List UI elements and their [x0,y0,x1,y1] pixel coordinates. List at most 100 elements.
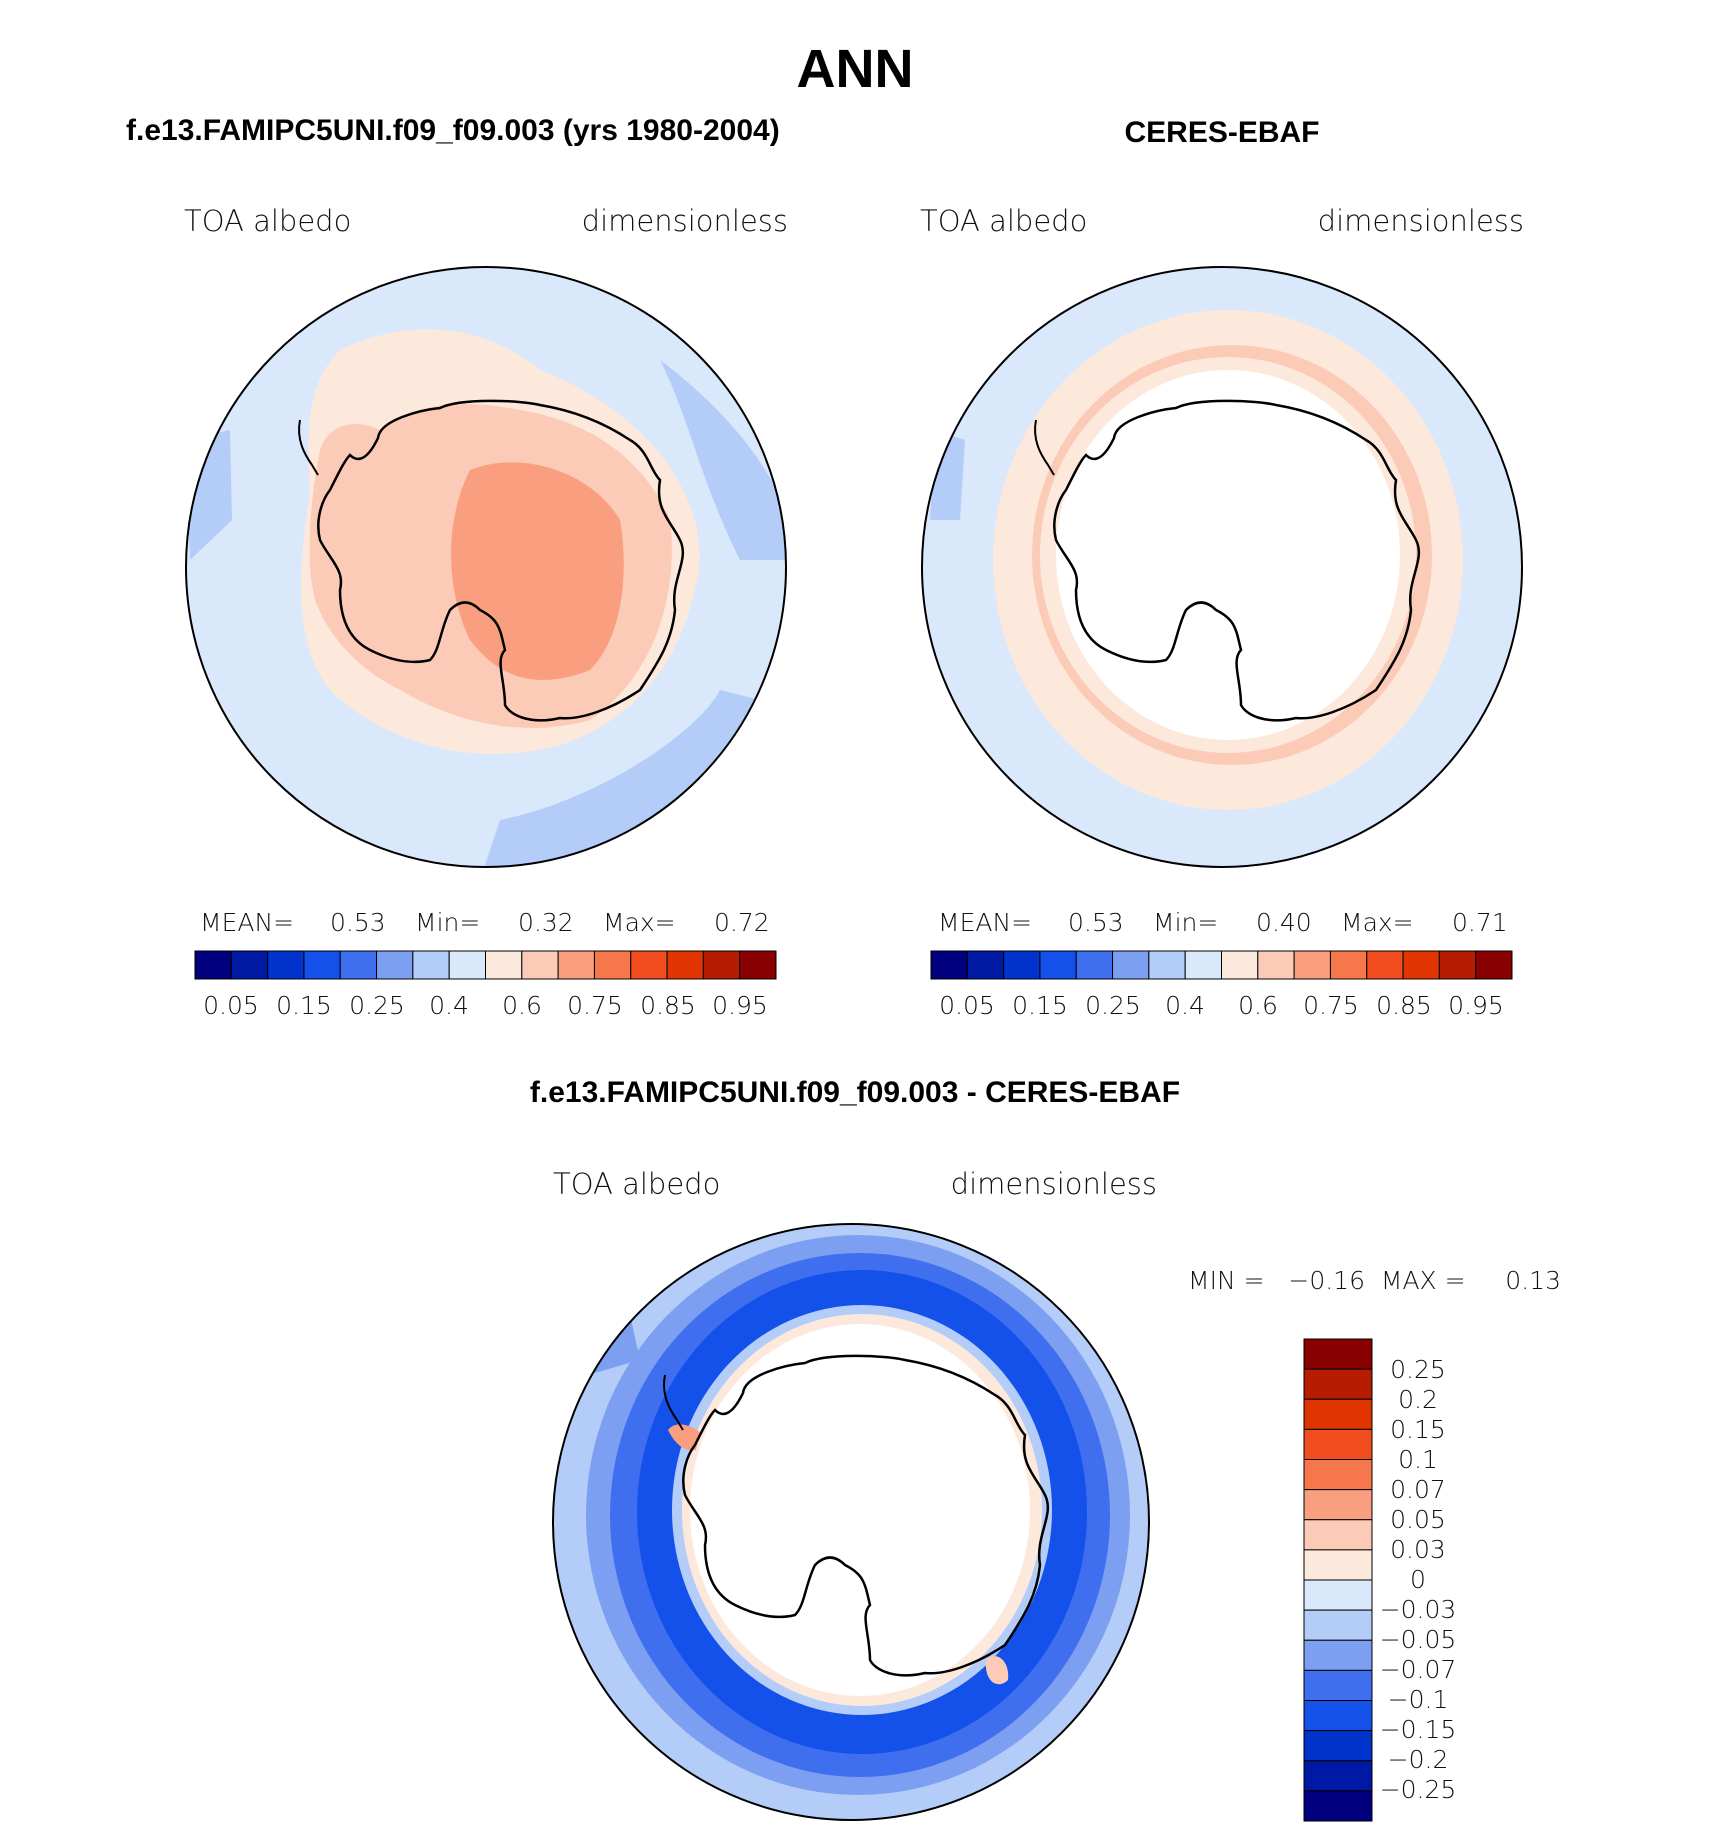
obs-colorbar-tick: 0.05 [939,991,995,1020]
diff-colorbar-swatch [1303,1338,1373,1370]
model-stats: MEAN= 0.53 Min= 0.32 Max= 0.72 [200,908,770,937]
diff-colorbar-swatch [1303,1700,1373,1732]
diff-colorbar-tick: 0.15 [1390,1415,1446,1444]
obs-colorbar-swatch [1112,950,1150,980]
model-colorbar-swatch [194,950,232,980]
svg-text:MEAN=: MEAN= [200,908,294,937]
obs-colorbar-swatch [1402,950,1440,980]
diff-colorbar-swatch [1303,1760,1373,1792]
diff-colorbar-swatch [1303,1639,1373,1671]
model-colorbar [194,950,777,980]
model-colorbar-swatch [376,950,414,980]
obs-coastline [1053,399,1421,722]
diff-east-positive [985,1656,1009,1685]
obs-colorbar-swatch [1257,950,1295,980]
model-colorbar-swatch [702,950,741,980]
obs-colorbar-swatch [1221,950,1259,980]
svg-text:Max=: Max= [603,908,676,937]
obs-colorbar-tick: 0.4 [1165,991,1205,1020]
diff-variable-label: TOA albedo [553,1167,720,1201]
diff-colorbar-swatch [1303,1489,1373,1521]
obs-no-data-continent [1056,370,1400,740]
diff-colorbar-ticks: 0.25 0.2 0.15 0.1 0.07 0.05 0.03 0 −0.03… [1380,1355,1457,1804]
obs-colorbar-swatch [1475,950,1513,980]
obs-stats: MEAN= 0.53 Min= 0.40 Max= 0.71 [938,908,1508,937]
diff-colorbar-tick: 0.1 [1398,1445,1438,1474]
model-colorbar-tick: 0.05 [203,991,259,1020]
obs-colorbar-swatch [1148,950,1186,980]
model-colorbar-swatch [303,950,341,980]
svg-text:Min=: Min= [415,908,480,937]
diff-colorbar-tick: 0.03 [1390,1535,1446,1564]
model-colorbar-ticks: 0.05 0.15 0.25 0.4 0.6 0.75 0.85 0.95 [203,991,768,1020]
model-map [186,267,786,867]
model-low-albedo-east [660,360,786,560]
obs-colorbar-swatch [1075,950,1114,980]
svg-text:0.53: 0.53 [1068,908,1124,937]
diff-colorbar-tick: 0.2 [1398,1385,1438,1414]
model-panel-title: f.e13.FAMIPC5UNI.f09_f09.003 (yrs 1980-2… [126,114,780,147]
diff-colorbar-tick: −0.05 [1380,1625,1457,1654]
obs-colorbar-tick: 0.6 [1238,991,1278,1020]
obs-peninsula [1034,419,1055,476]
diff-colorbar-tick: −0.07 [1380,1655,1457,1684]
model-colorbar-swatch [557,950,595,980]
model-colorbar-tick: 0.75 [567,991,623,1020]
obs-colorbar-tick: 0.25 [1085,991,1141,1020]
diff-peninsula [663,1374,684,1431]
diff-colorbar-swatch [1303,1428,1373,1461]
diff-colorbar-tick: 0.07 [1390,1475,1446,1504]
obs-colorbar-swatch [1003,950,1041,980]
diff-colorbar-swatch [1303,1519,1373,1551]
model-colorbar-tick: 0.85 [640,991,696,1020]
model-map-border [185,266,787,868]
svg-text:Max=: Max= [1341,908,1414,937]
diff-panel-title: f.e13.FAMIPC5UNI.f09_f09.003 - CERES-EBA… [530,1076,1180,1109]
obs-colorbar-tick: 0.75 [1303,991,1359,1020]
obs-colorbar-swatch [1184,950,1222,980]
diff-colorbar-tick: −0.15 [1380,1715,1457,1744]
diff-units-label: dimensionless [951,1167,1157,1201]
model-colorbar-swatch [739,950,777,980]
obs-colorbar-ticks: 0.05 0.15 0.25 0.4 0.6 0.75 0.85 0.95 [939,991,1504,1020]
model-colorbar-swatch [448,950,487,980]
obs-units-label: dimensionless [1318,204,1524,238]
model-colorbar-swatch [267,950,305,980]
diff-colorbar-swatch [1303,1549,1373,1581]
diff-colorbar-swatch [1303,1579,1373,1611]
diff-coastline [682,1354,1050,1677]
model-peninsula [298,419,319,476]
model-colorbar-tick: 0.4 [429,991,469,1020]
model-plateau [451,462,624,680]
svg-text:MEAN=: MEAN= [938,908,1032,937]
svg-text:0.71: 0.71 [1452,908,1508,937]
svg-text:0.72: 0.72 [714,908,770,937]
model-colorbar-swatch [593,950,632,980]
obs-low-albedo-west [930,430,965,520]
diff-colorbar-tick: −0.1 [1388,1685,1449,1714]
svg-text:0.53: 0.53 [330,908,386,937]
diff-peninsula-positive [668,1424,700,1451]
diff-colorbar-tick: −0.2 [1388,1745,1449,1774]
obs-colorbar-swatch [930,950,968,980]
model-coastline [317,399,685,722]
diff-colorbar [1303,1338,1373,1822]
model-colorbar-swatch [521,950,559,980]
obs-colorbar-tick: 0.95 [1448,991,1504,1020]
diff-minmax: MIN = −0.16 MAX = 0.13 [1188,1266,1561,1295]
model-colorbar-swatch [339,950,378,980]
diff-colorbar-swatch [1303,1459,1373,1491]
svg-text:0.40: 0.40 [1256,908,1312,937]
model-colorbar-swatch [485,950,523,980]
diff-colorbar-tick: 0 [1410,1565,1426,1594]
model-colorbar-tick: 0.95 [712,991,768,1020]
diff-no-data-continent [690,1324,1030,1696]
model-variable-label: TOA albedo [184,204,351,238]
diff-colorbar-swatch [1303,1368,1373,1400]
obs-colorbar-tick: 0.15 [1012,991,1068,1020]
svg-text:0.32: 0.32 [518,908,574,937]
diff-colorbar-swatch [1303,1790,1373,1822]
obs-map-border [921,266,1523,868]
diff-map [553,1224,1149,1820]
obs-colorbar-swatch [1366,950,1404,980]
